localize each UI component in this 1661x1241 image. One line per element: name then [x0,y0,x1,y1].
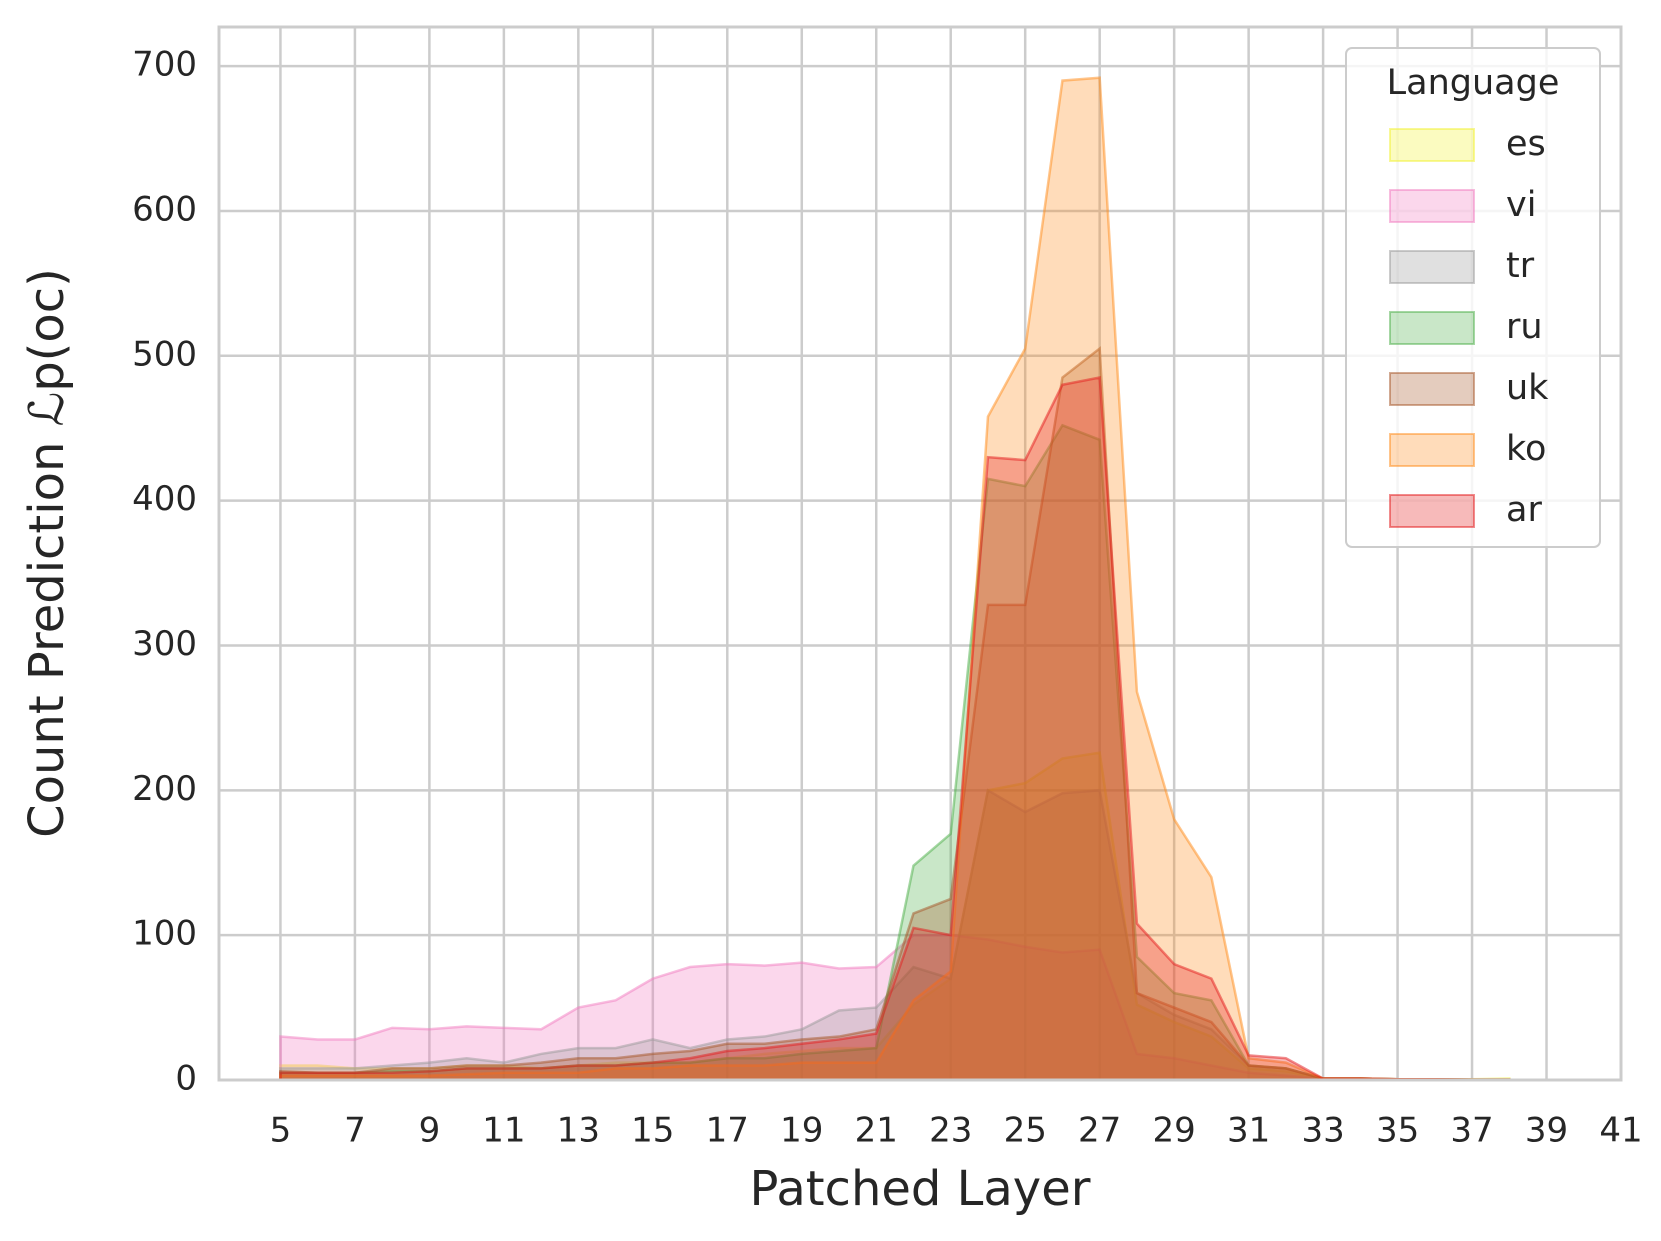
area [279,346,1511,1082]
x-tick-label: 29 [1153,1111,1196,1151]
x-tick-label: 17 [706,1111,749,1151]
legend-swatch [1389,128,1475,162]
legend-swatch [1389,311,1475,345]
y-tick-label: 700 [132,45,197,85]
area [279,76,1511,1082]
areas [279,76,1511,1082]
grid [219,27,1623,1082]
x-tick-label: 35 [1376,1111,1419,1151]
x-tick-label: 11 [482,1111,525,1151]
y-tick-label: 500 [132,334,197,374]
x-tick-label: 19 [780,1111,823,1151]
x-axis-label: Patched Layer [750,1161,1091,1217]
legend-label: es [1506,124,1546,164]
x-tick-label: 9 [419,1111,441,1151]
legend-label: ko [1506,429,1546,469]
legend-label: ar [1506,490,1542,530]
y-tick-label: 400 [132,479,197,519]
y-tick-label: 200 [132,769,197,809]
x-tick-label: 7 [344,1111,366,1151]
y-tick-label: 0 [175,1059,197,1099]
x-tick-label: 5 [270,1111,292,1151]
x-tick-label: 37 [1450,1111,1493,1151]
x-tick-label: 41 [1599,1111,1642,1151]
legend-box [1345,47,1601,548]
x-tick-label: 33 [1301,1111,1344,1151]
legend-swatch [1389,433,1475,467]
legend-title: Language [1387,63,1560,103]
plot-frame [217,25,1623,1082]
ticks: 5 7 9 11 13 15 17 19 21 23 25 27 29 31 33 35 37 39 41 0 100 2… [132,45,1643,1151]
legend-swatch [1389,189,1475,223]
legend-label: uk [1506,368,1549,408]
x-tick-label: 25 [1004,1111,1047,1151]
legend-swatch [1389,372,1475,406]
x-tick-label: 27 [1078,1111,1121,1151]
x-tick-label: 31 [1227,1111,1270,1151]
legend-label: tr [1506,246,1535,286]
x-tick-label: 21 [855,1111,898,1151]
legend-swatch [1389,250,1475,284]
y-tick-label: 300 [132,624,197,664]
x-tick-label: 15 [631,1111,674,1151]
x-tick-label: 23 [929,1111,972,1151]
x-tick-label: 39 [1525,1111,1568,1151]
legend-label: ru [1506,307,1543,347]
y-tick-label: 100 [132,914,197,954]
x-tick-label: 13 [557,1111,600,1151]
legend-swatch [1389,494,1475,528]
legend-label: vi [1506,185,1536,225]
legend: Language es vi tr ru uk ko ar [1345,47,1601,548]
y-axis-label: Count Prediction ℒp(oc) [19,268,75,838]
y-tick-label: 600 [132,189,197,229]
